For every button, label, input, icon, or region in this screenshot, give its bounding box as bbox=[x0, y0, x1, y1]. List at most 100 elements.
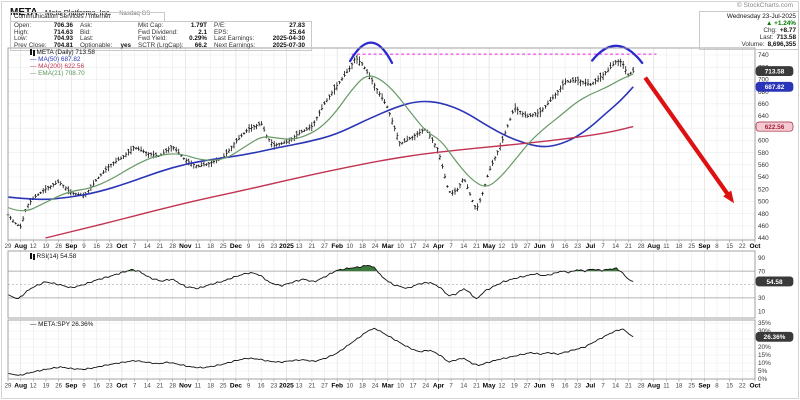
x-label: 8 bbox=[715, 243, 719, 250]
x-label: 25 bbox=[220, 243, 227, 250]
optionable-value: yes bbox=[120, 41, 131, 49]
x-label: 12 bbox=[30, 383, 37, 390]
ratio-label: 0% bbox=[758, 376, 768, 383]
indicator-icon bbox=[30, 253, 32, 259]
price-label: 540 bbox=[758, 174, 769, 181]
x-label: 25 bbox=[688, 243, 695, 250]
x-label: 24 bbox=[372, 383, 379, 390]
x-label: 16 bbox=[93, 383, 100, 390]
x-label: 18 bbox=[676, 383, 683, 390]
x-label: 14 bbox=[460, 243, 467, 250]
x-label: 21 bbox=[625, 243, 632, 250]
x-label: Jul bbox=[586, 383, 596, 390]
x-label: 22 bbox=[739, 243, 746, 250]
x-label: 9 bbox=[247, 383, 251, 390]
date-change-box: Wednesday 23-Jul-2025 ▲ +1.24% Chg: +8.7… bbox=[699, 11, 799, 51]
sctr-label: SCTR (LrgCap): bbox=[138, 41, 184, 49]
bid-value bbox=[115, 30, 135, 37]
price-label: 520 bbox=[758, 186, 769, 193]
x-label: May bbox=[483, 243, 496, 250]
x-label: 19 bbox=[511, 383, 518, 390]
x-label: Nov bbox=[179, 383, 192, 390]
candlestick-icon bbox=[30, 49, 32, 55]
arc-annotation-1 bbox=[348, 41, 394, 65]
price-label: 640 bbox=[758, 113, 769, 120]
open-value: 706.36 bbox=[53, 22, 73, 29]
legend-ma200: — MA(200) 622.56 bbox=[30, 62, 84, 70]
x-label: 22 bbox=[739, 383, 746, 390]
x-label: 7 bbox=[133, 243, 137, 250]
x-label: 28 bbox=[169, 243, 176, 250]
x-label: Apr bbox=[433, 243, 445, 250]
price-label: 480 bbox=[758, 211, 769, 218]
rsi-fill bbox=[127, 265, 619, 272]
ma50-value-box bbox=[755, 81, 794, 92]
fwddiv-value: 2.1 bbox=[198, 28, 207, 36]
x-label: 12 bbox=[498, 383, 505, 390]
change-row: Chg: +8.77 bbox=[763, 27, 796, 35]
copyright-label: © StockCharts.com bbox=[736, 2, 793, 9]
x-label: 9 bbox=[82, 243, 86, 250]
x-label: 21 bbox=[157, 243, 164, 250]
last-price-box-text: 713.58 bbox=[765, 69, 785, 76]
x-label: 17 bbox=[410, 383, 417, 390]
x-label: Oct bbox=[750, 243, 762, 250]
fwddiv-label: Fwd Dividend: bbox=[138, 28, 178, 36]
rsi-label: 70 bbox=[758, 268, 766, 275]
x-label: Sep bbox=[65, 383, 77, 390]
x-label: Oct bbox=[750, 383, 762, 390]
last-price-value: 713.58 bbox=[776, 34, 796, 42]
x-label: Nov bbox=[179, 243, 192, 250]
x-label: 10 bbox=[346, 383, 353, 390]
last-price-box bbox=[755, 66, 794, 77]
mktcap-label: Mkt Cap: bbox=[138, 22, 164, 29]
ratio-label: 30% bbox=[758, 328, 771, 335]
x-label: May bbox=[483, 383, 496, 390]
x-label: 19 bbox=[43, 243, 50, 250]
ratio-legend: — META:SPY 26.36% bbox=[30, 321, 94, 328]
x-label: Feb bbox=[331, 243, 343, 250]
session-date: Wednesday 23-Jul-2025 bbox=[726, 13, 796, 20]
ma200-value-box bbox=[755, 121, 794, 132]
x-label: 9 bbox=[247, 243, 251, 250]
price-label: 460 bbox=[758, 223, 769, 230]
volume-value: 8,696,355 bbox=[767, 41, 796, 49]
x-label: 23 bbox=[271, 243, 278, 250]
mktcap-value: 1.79T bbox=[190, 22, 207, 29]
x-label: Apr bbox=[433, 383, 445, 390]
x-label: Sep bbox=[65, 243, 77, 250]
sctr-value: 66.2 bbox=[194, 41, 207, 49]
x-label: 10 bbox=[346, 243, 353, 250]
x-label: 24 bbox=[372, 243, 379, 250]
rsi-value-box-text: 54.58 bbox=[767, 279, 783, 286]
price-label: 440 bbox=[758, 235, 769, 242]
ask-label: Ask: bbox=[80, 22, 93, 29]
x-label: Dec bbox=[230, 383, 242, 390]
x-label: 23 bbox=[271, 383, 278, 390]
ma50-value-box-text: 687.82 bbox=[765, 84, 785, 91]
x-label: 9 bbox=[82, 383, 86, 390]
x-label: 14 bbox=[144, 383, 151, 390]
overlay-MA(50) bbox=[7, 86, 634, 201]
x-label: 18 bbox=[359, 243, 366, 250]
x-label: 14 bbox=[460, 383, 467, 390]
x-label: 2025 bbox=[279, 243, 294, 250]
x-label: 25 bbox=[220, 383, 227, 390]
x-label: 14 bbox=[612, 243, 619, 250]
x-label: Aug bbox=[647, 243, 660, 250]
x-label: 9 bbox=[551, 243, 555, 250]
eps-value: 25.64 bbox=[289, 28, 305, 36]
x-label: 9 bbox=[551, 383, 555, 390]
x-label: 23 bbox=[106, 243, 113, 250]
x-label: 23 bbox=[106, 383, 113, 390]
x-label: 2025 bbox=[279, 383, 294, 390]
x-label: Oct bbox=[116, 383, 128, 390]
ratio-label: 20% bbox=[758, 344, 771, 351]
x-label: 10 bbox=[397, 383, 404, 390]
x-label: Sep bbox=[698, 243, 710, 250]
x-label: 21 bbox=[309, 383, 316, 390]
x-label: Mar bbox=[382, 383, 394, 390]
x-label: Feb bbox=[331, 383, 343, 390]
x-label: 25 bbox=[688, 383, 695, 390]
